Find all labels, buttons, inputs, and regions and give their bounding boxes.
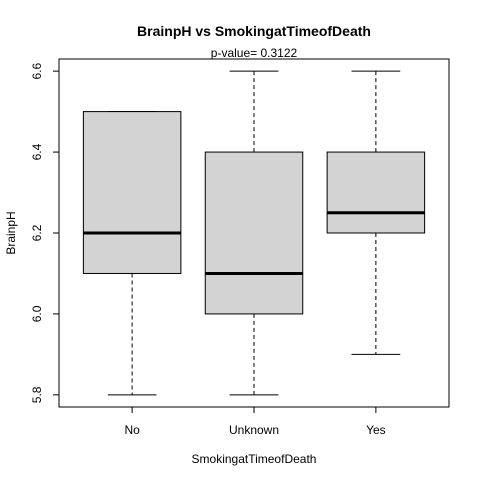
x-axis-label: SmokingatTimeofDeath: [192, 452, 317, 466]
x-tick-label: No: [124, 423, 140, 437]
y-tick-label: 6.0: [30, 305, 44, 322]
boxes-layer: [82, 70, 426, 396]
y-tick-label: 6.2: [30, 224, 44, 241]
box-no: [82, 111, 182, 396]
y-tick-label: 6.4: [30, 143, 44, 160]
x-tick-label: Yes: [366, 423, 386, 437]
chart-title: BrainpH vs SmokingatTimeofDeath: [137, 23, 371, 39]
chart-subtitle: p-value= 0.3122: [211, 46, 298, 60]
y-axis-label: BrainpH: [4, 211, 18, 254]
iqr-box-unknown: [204, 151, 304, 315]
y-axis: 5.8 6.0 6.2 6.4 6.6: [30, 62, 59, 403]
box-unknown: [204, 70, 304, 396]
x-axis: No Unknown Yes: [124, 407, 386, 437]
y-tick-label: 5.8: [30, 386, 44, 403]
y-tick-label: 6.6: [30, 62, 44, 79]
box-yes: [326, 70, 426, 355]
iqr-box-no: [82, 111, 182, 274]
iqr-box-yes: [326, 151, 426, 234]
x-tick-label: Unknown: [229, 423, 279, 437]
